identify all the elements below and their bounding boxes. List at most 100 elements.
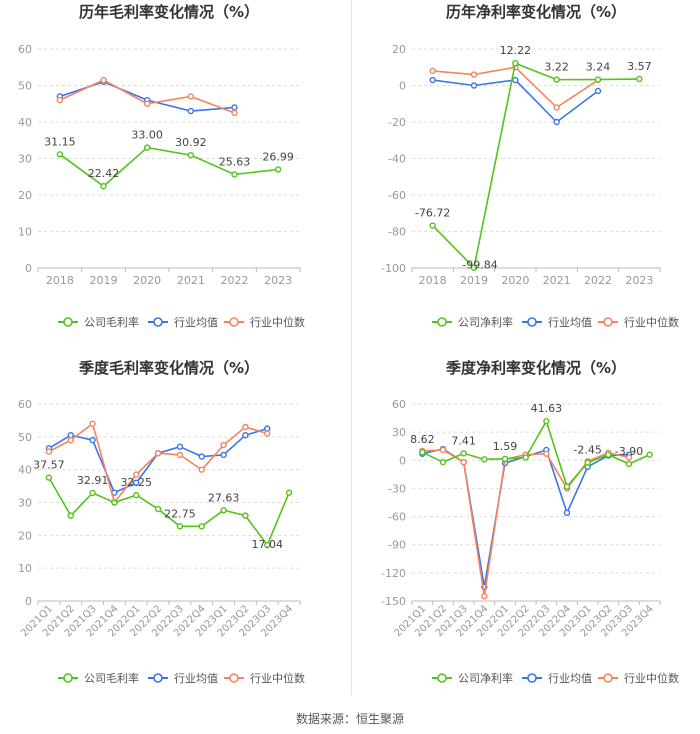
data-point-median — [481, 593, 488, 600]
data-point-median — [429, 67, 436, 75]
data-point-median — [242, 423, 249, 431]
data-point-median — [154, 450, 162, 457]
legend-label-avg: 行业均值 — [174, 316, 218, 329]
data-label: -2.45 — [573, 444, 601, 457]
data-point-company — [522, 454, 529, 461]
y-tick-label: 10 — [18, 226, 32, 239]
y-tick-label: -60 — [388, 511, 406, 524]
x-tick-label: 2021 — [543, 274, 571, 287]
data-point-company — [470, 264, 478, 271]
data-label: 33.00 — [131, 129, 163, 142]
data-label: 3.24 — [586, 61, 611, 74]
data-point-median — [625, 454, 633, 461]
y-tick-label: -60 — [388, 189, 406, 202]
legend-label-avg: 行业均值 — [174, 672, 218, 685]
data-label: 41.63 — [531, 402, 563, 415]
data-label: 1.59 — [493, 440, 518, 453]
x-tick-label: 2023 — [264, 274, 292, 287]
data-point-company — [187, 151, 195, 159]
y-tick-label: 40 — [18, 464, 32, 477]
data-point-company — [584, 459, 591, 466]
data-point-median — [543, 450, 550, 457]
x-tick-label: 2020 — [133, 274, 161, 287]
data-point-median — [231, 109, 238, 117]
legend-label-median: 行业中位数 — [624, 315, 679, 329]
data-point-company — [429, 222, 436, 229]
y-tick-label: -20 — [388, 116, 406, 129]
y-tick-label: 0 — [399, 454, 406, 467]
data-point-median — [143, 100, 151, 107]
data-point-avg — [242, 431, 249, 439]
series-line-median — [422, 449, 630, 597]
legend-marker-company — [437, 317, 447, 327]
legend-marker-avg — [153, 673, 163, 683]
data-point-median — [187, 93, 195, 100]
data-point-avg — [512, 76, 519, 84]
data-point-company — [285, 489, 293, 496]
data-label: 32.25 — [121, 476, 153, 489]
series-line-company — [48, 477, 290, 547]
data-label: 22.75 — [164, 507, 196, 520]
data-point-median — [553, 104, 560, 111]
data-point-median — [100, 76, 107, 84]
data-label: -3.90 — [615, 445, 643, 458]
data-label: 32.91 — [77, 474, 109, 487]
data-point-company — [501, 455, 509, 462]
series-line-company — [421, 419, 650, 489]
data-point-median — [198, 466, 205, 473]
data-point-company — [89, 489, 96, 497]
legend-marker-company — [63, 673, 73, 683]
data-point-company — [198, 523, 205, 530]
y-tick-label: 30 — [392, 426, 406, 439]
data-point-company — [439, 458, 447, 466]
legend-marker-avg — [153, 317, 163, 327]
legend-marker-median — [603, 317, 613, 327]
data-point-company — [594, 76, 602, 83]
data-point-median — [176, 451, 184, 459]
data-point-company — [176, 523, 184, 530]
x-tick-label: 2020 — [501, 274, 529, 287]
legend-label-company: 公司净利率 — [458, 671, 513, 685]
x-tick-label: 2022 — [221, 274, 249, 287]
data-point-company — [543, 418, 550, 425]
legend-label-avg: 行业均值 — [548, 672, 592, 685]
data-point-company — [553, 76, 560, 83]
legend-label-company: 公司毛利率 — [84, 671, 139, 685]
data-point-median — [460, 458, 467, 466]
data-point-company — [111, 499, 118, 506]
series-line-median — [59, 79, 235, 114]
legend-marker-median — [229, 673, 239, 683]
data-point-company — [67, 512, 74, 519]
y-tick-label: 40 — [18, 116, 32, 129]
y-tick-label: -40 — [388, 153, 406, 166]
y-tick-label: -150 — [381, 595, 406, 608]
y-tick-label: 0 — [25, 262, 32, 275]
y-tick-label: 0 — [25, 595, 32, 608]
data-point-company — [100, 182, 107, 190]
x-tick-label: 2022 — [584, 274, 612, 287]
data-label: 22.42 — [88, 167, 120, 180]
data-label: 30.92 — [175, 136, 207, 149]
legend-marker-median — [229, 317, 239, 327]
data-point-avg — [231, 104, 238, 111]
y-tick-label: 60 — [392, 398, 406, 411]
data-point-company — [512, 59, 519, 67]
data-point-company — [636, 75, 643, 83]
y-tick-label: -90 — [388, 539, 406, 552]
y-tick-label: 50 — [18, 80, 32, 93]
data-point-avg — [594, 87, 602, 95]
data-point-avg — [187, 107, 195, 115]
data-point-company — [56, 151, 64, 158]
y-tick-label: -80 — [388, 226, 406, 239]
legend-marker-avg — [527, 317, 537, 327]
legend-label-company: 公司毛利率 — [84, 315, 139, 329]
x-tick-label: 2018 — [46, 274, 74, 287]
x-tick-label: 2023 — [625, 274, 653, 287]
data-point-company — [133, 491, 140, 499]
series-line-avg — [422, 448, 630, 588]
data-point-median — [220, 441, 227, 449]
data-point-company — [274, 166, 282, 173]
data-point-company — [563, 483, 571, 490]
data-label: 17.04 — [252, 538, 284, 551]
